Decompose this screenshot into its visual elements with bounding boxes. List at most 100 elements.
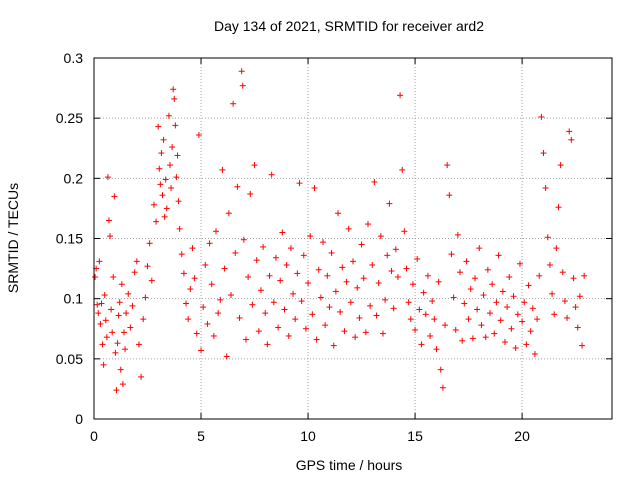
data-point <box>255 328 262 335</box>
data-point <box>394 274 401 281</box>
data-point <box>242 336 249 343</box>
data-point <box>482 334 489 341</box>
data-point <box>268 171 275 178</box>
data-point <box>350 258 356 265</box>
data-point <box>311 184 318 191</box>
data-point <box>549 290 556 297</box>
data-point <box>345 225 352 232</box>
data-point <box>397 92 404 99</box>
data-point <box>272 254 279 261</box>
y-tick-label: 0.2 <box>64 170 84 186</box>
data-point <box>249 301 256 308</box>
data-point <box>156 165 163 172</box>
data-point <box>364 221 371 228</box>
data-point <box>437 366 444 373</box>
data-point <box>260 243 267 250</box>
data-point <box>118 281 125 288</box>
data-point <box>561 298 568 305</box>
data-point <box>191 275 198 282</box>
data-point <box>461 300 468 307</box>
data-point <box>555 204 562 211</box>
data-point <box>324 272 331 279</box>
data-point <box>157 181 164 188</box>
data-point <box>450 294 457 301</box>
data-point <box>198 347 205 354</box>
data-point <box>484 266 491 273</box>
data-point <box>499 288 506 295</box>
data-point <box>131 269 138 276</box>
data-point <box>158 150 165 157</box>
data-point <box>510 293 517 300</box>
scatter-points <box>92 68 588 394</box>
data-point <box>309 311 316 318</box>
data-point <box>300 252 307 259</box>
data-point <box>213 228 220 235</box>
data-point <box>386 200 393 207</box>
data-point <box>262 310 269 317</box>
data-point <box>422 311 429 318</box>
data-point <box>377 233 384 240</box>
data-point <box>459 337 466 344</box>
data-point <box>175 198 182 205</box>
data-point <box>390 305 397 312</box>
data-point <box>178 251 185 258</box>
data-point <box>103 334 110 341</box>
data-point <box>424 272 431 279</box>
data-point <box>247 190 254 197</box>
data-point <box>328 249 335 256</box>
data-point <box>581 272 588 279</box>
data-point <box>579 342 586 349</box>
data-point <box>122 346 129 353</box>
data-point <box>117 366 124 373</box>
data-point <box>129 302 136 309</box>
data-point <box>170 86 177 93</box>
data-point <box>95 310 102 317</box>
data-point <box>97 320 104 327</box>
y-tick-label: 0.3 <box>64 50 84 66</box>
x-tick-label: 15 <box>407 428 423 444</box>
data-point <box>113 387 120 394</box>
data-point <box>101 292 108 299</box>
data-point <box>180 270 187 277</box>
data-point <box>123 310 130 317</box>
data-point <box>307 233 314 240</box>
data-point <box>109 329 116 336</box>
data-point <box>330 342 337 349</box>
data-point <box>285 332 292 339</box>
data-point <box>429 298 436 305</box>
data-point <box>557 162 564 169</box>
data-point <box>168 184 175 191</box>
data-point <box>206 240 213 247</box>
data-point <box>373 312 380 319</box>
data-point <box>219 166 226 173</box>
x-tick-label: 20 <box>514 428 530 444</box>
data-point <box>160 136 167 143</box>
data-point <box>521 299 528 306</box>
data-point <box>245 274 252 281</box>
data-point <box>279 229 286 236</box>
data-point <box>202 261 209 268</box>
data-point <box>173 174 180 181</box>
data-point <box>294 270 301 277</box>
data-point <box>239 82 246 89</box>
data-point <box>140 316 147 323</box>
data-point <box>337 308 344 315</box>
data-point <box>166 162 173 169</box>
data-point <box>185 316 192 323</box>
data-point <box>221 265 228 272</box>
data-point <box>208 281 215 288</box>
data-point <box>463 258 470 265</box>
data-point <box>409 281 416 288</box>
data-point <box>493 299 500 306</box>
data-point <box>343 278 350 285</box>
data-point <box>486 310 493 317</box>
data-point <box>236 314 243 321</box>
data-point <box>92 274 99 281</box>
data-point <box>416 306 423 313</box>
data-point <box>444 162 451 169</box>
data-point <box>420 289 427 296</box>
data-point <box>457 269 464 276</box>
data-point <box>296 180 303 187</box>
data-point <box>169 144 176 151</box>
data-point <box>115 312 122 319</box>
